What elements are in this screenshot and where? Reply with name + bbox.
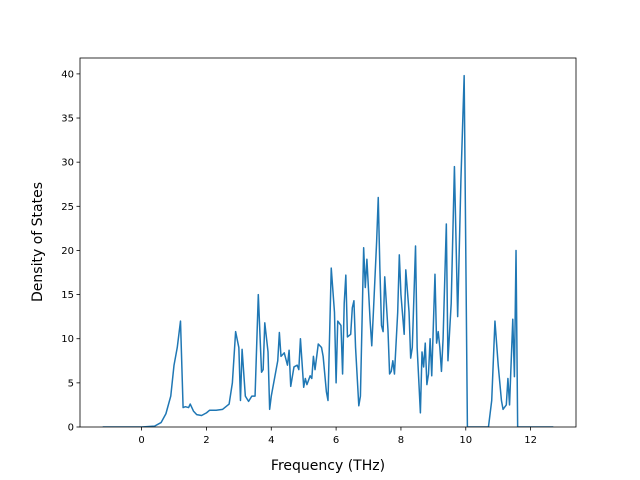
x-tick-label: 2 (203, 435, 209, 446)
y-tick-label: 20 (61, 246, 74, 257)
x-tick-label: 10 (459, 435, 472, 446)
y-tick-label: 15 (61, 290, 74, 301)
x-tick-label: 6 (333, 435, 339, 446)
y-tick-label: 10 (61, 334, 74, 345)
x-tick-label: 12 (524, 435, 537, 446)
data-line (102, 74, 554, 427)
y-tick-label: 25 (61, 202, 74, 213)
x-tick-label: 4 (268, 435, 274, 446)
y-tick-label: 40 (61, 69, 74, 80)
x-tick-label: 8 (398, 435, 404, 446)
y-tick-label: 30 (61, 158, 74, 169)
x-tick-label: 0 (138, 435, 144, 446)
y-tick-label: 5 (68, 378, 74, 389)
y-tick-label: 35 (61, 114, 74, 125)
plot-frame (79, 57, 577, 428)
y-axis-label: Density of States (30, 182, 46, 302)
x-axis-label: Frequency (THz) (271, 458, 385, 474)
y-tick-label: 0 (68, 423, 74, 434)
